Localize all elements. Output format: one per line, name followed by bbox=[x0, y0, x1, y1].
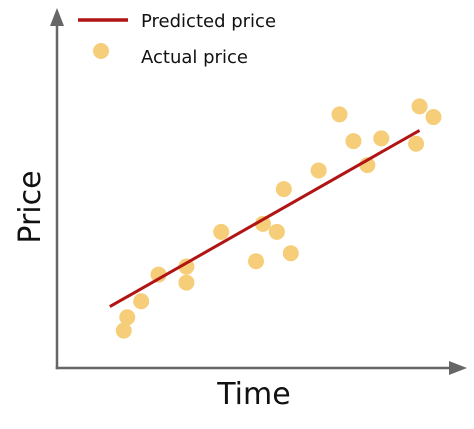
predicted-price-series bbox=[109, 129, 421, 308]
legend-label-actual: Actual price bbox=[141, 47, 248, 68]
legend-label-predicted: Predicted price bbox=[141, 11, 276, 32]
predicted-price-line bbox=[109, 129, 421, 308]
actual-price-point bbox=[115, 322, 132, 339]
y-axis-label: Price bbox=[13, 170, 48, 243]
actual-price-point bbox=[213, 223, 230, 240]
actual-price-point bbox=[345, 133, 362, 150]
actual-price-point bbox=[248, 253, 264, 270]
legend: Predicted price Actual price bbox=[78, 11, 276, 68]
actual-price-point bbox=[150, 266, 167, 283]
actual-price-point bbox=[268, 223, 285, 240]
actual-price-point bbox=[408, 135, 425, 152]
actual-price-point bbox=[178, 274, 195, 291]
actual-price-point bbox=[331, 106, 348, 123]
actual-price-point bbox=[275, 181, 292, 198]
actual-price-point bbox=[310, 162, 327, 179]
actual-price-point bbox=[119, 309, 136, 326]
legend-point-swatch bbox=[93, 43, 109, 59]
actual-price-point bbox=[282, 245, 299, 262]
actual-price-point bbox=[411, 98, 428, 115]
x-axis-label: Time bbox=[216, 377, 290, 412]
actual-price-series bbox=[115, 98, 442, 339]
actual-price-point bbox=[425, 109, 442, 126]
actual-price-point bbox=[133, 293, 150, 310]
actual-price-point bbox=[254, 215, 271, 232]
x-axis-arrow bbox=[449, 361, 467, 375]
y-axis-arrow bbox=[50, 8, 64, 26]
axes bbox=[50, 8, 467, 375]
actual-price-point bbox=[178, 258, 195, 275]
actual-price-point bbox=[373, 130, 390, 147]
